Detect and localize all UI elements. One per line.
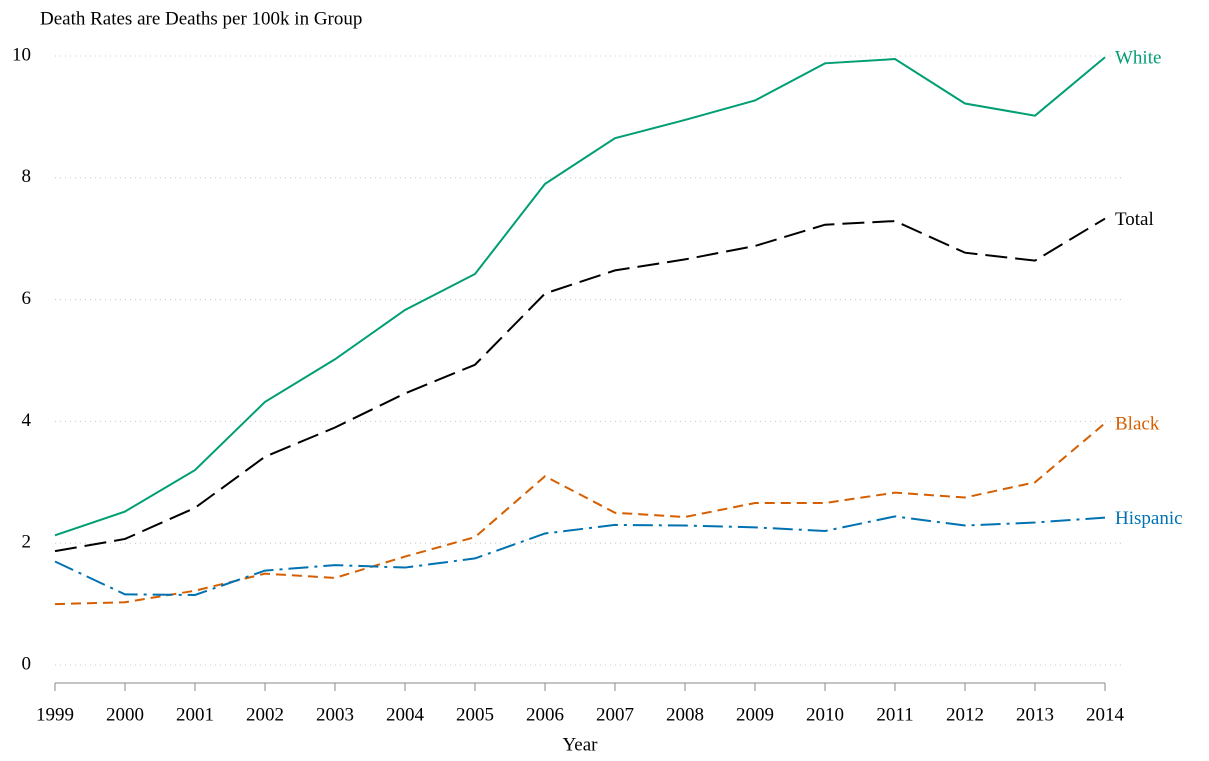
series-line <box>54 56 1106 537</box>
x-tick-label: 2004 <box>386 704 425 725</box>
y-tick-label: 2 <box>22 532 32 553</box>
series-label: White <box>1115 48 1161 69</box>
x-tick-label: 2010 <box>806 704 844 725</box>
x-tick-label: 2001 <box>176 704 214 725</box>
series-label: Hispanic <box>1115 508 1183 529</box>
x-tick-label: 2002 <box>246 704 284 725</box>
series-line <box>54 422 1106 606</box>
x-tick-label: 2008 <box>666 704 704 725</box>
x-tick-label: 2012 <box>946 704 984 725</box>
x-tick-label: 2014 <box>1086 704 1125 725</box>
x-tick-label: 2011 <box>876 704 913 725</box>
series-line <box>54 515 1106 596</box>
x-tick-label: 2009 <box>736 704 774 725</box>
y-tick-label: 0 <box>22 653 32 674</box>
x-tick-label: 2005 <box>456 704 494 725</box>
series-label: Black <box>1115 414 1160 435</box>
series-line <box>54 217 1106 553</box>
x-tick-label: 2003 <box>316 704 354 725</box>
y-tick-label: 10 <box>12 44 31 65</box>
y-tick-label: 8 <box>22 166 32 187</box>
y-tick-label: 6 <box>22 288 32 309</box>
series-label: Total <box>1115 209 1154 230</box>
x-tick-label: 1999 <box>36 704 74 725</box>
x-tick-label: 2007 <box>596 704 634 725</box>
x-axis-label: Year <box>562 734 598 755</box>
y-tick-label: 4 <box>22 410 32 431</box>
x-tick-label: 2006 <box>526 704 564 725</box>
x-tick-label: 2000 <box>106 704 144 725</box>
x-tick-label: 2013 <box>1016 704 1054 725</box>
chart-title: Death Rates are Deaths per 100k in Group <box>40 8 362 29</box>
